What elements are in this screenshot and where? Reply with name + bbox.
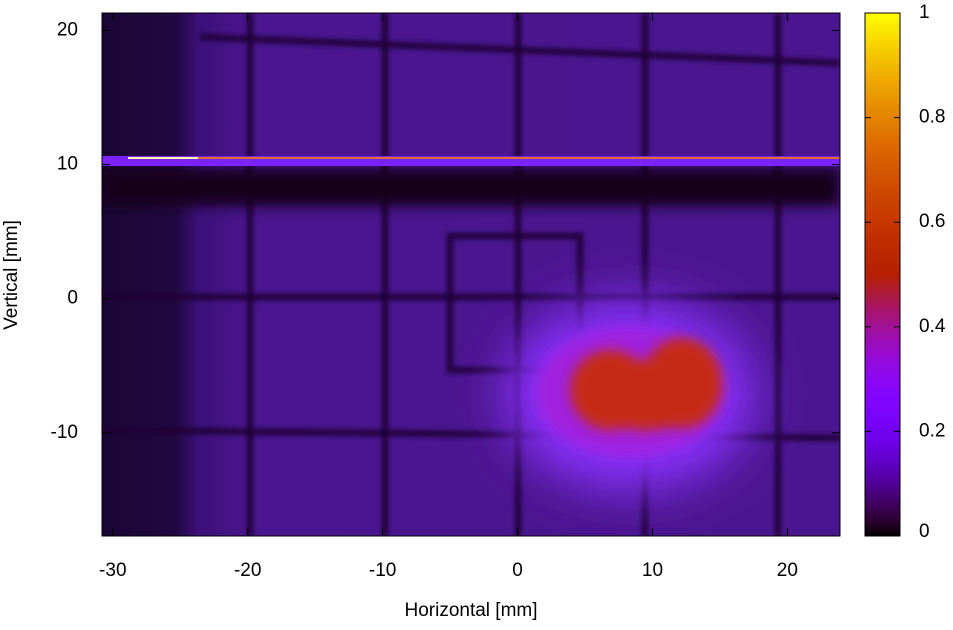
colorbar-tick-label: 0.4 <box>919 316 946 337</box>
x-tick-label: -10 <box>369 560 396 581</box>
x-tick-label: -20 <box>234 560 261 581</box>
heatmap-image <box>102 13 840 536</box>
colorbar-tick-label: 1 <box>919 2 930 23</box>
colorbar-tick-label: 0.6 <box>919 211 945 232</box>
y-tick-label: -10 <box>51 422 78 443</box>
colorbar-tick-label: 0 <box>919 521 930 542</box>
x-axis-label: Horizontal [mm] <box>404 600 537 621</box>
x-tick-label: 10 <box>642 560 663 581</box>
x-tick-label: -30 <box>99 560 126 581</box>
y-tick-label: 0 <box>67 288 78 309</box>
colorbar <box>864 12 901 537</box>
colorbar-tick-label: 0.2 <box>919 420 945 441</box>
x-tick-label: 0 <box>512 560 523 581</box>
colorbar-tick-label: 0.8 <box>919 107 945 128</box>
y-axis-label: Vertical [mm] <box>1 220 22 330</box>
plot-frame <box>101 12 841 537</box>
y-tick-label: 10 <box>57 154 78 175</box>
x-tick-label: 20 <box>777 560 798 581</box>
y-tick-label: 20 <box>57 19 78 40</box>
